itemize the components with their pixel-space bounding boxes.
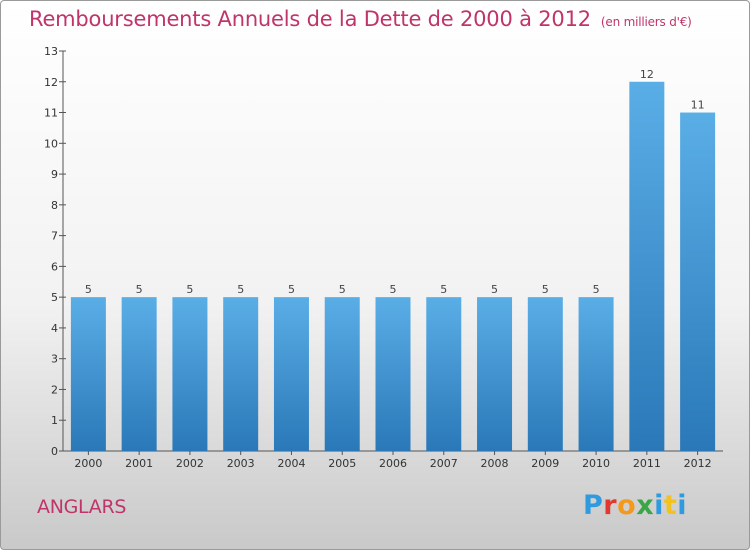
y-tick-label: 5 xyxy=(51,291,58,304)
x-tick-label: 2012 xyxy=(684,457,712,470)
y-tick-label: 0 xyxy=(51,445,58,458)
data-label: 5 xyxy=(136,283,143,296)
bar-2008 xyxy=(477,297,513,451)
chart-title: Remboursements Annuels de la Dette de 20… xyxy=(29,7,692,31)
bar-2010 xyxy=(578,297,614,451)
x-tick-label: 2009 xyxy=(531,457,559,470)
bar-2003 xyxy=(223,297,259,451)
bar-2001 xyxy=(121,297,157,451)
data-label: 5 xyxy=(390,283,397,296)
bar-2006 xyxy=(375,297,411,451)
bar-2004 xyxy=(273,297,309,451)
bar-2005 xyxy=(324,297,360,451)
y-tick-label: 10 xyxy=(44,137,58,150)
chart-title-text: Remboursements Annuels de la Dette de 20… xyxy=(29,7,591,31)
x-tick-label: 2007 xyxy=(430,457,458,470)
data-label: 5 xyxy=(440,283,447,296)
y-tick-label: 12 xyxy=(44,76,58,89)
bar-2007 xyxy=(426,297,462,451)
data-label: 12 xyxy=(640,68,654,81)
bar-2012 xyxy=(680,112,716,452)
x-tick-label: 2000 xyxy=(74,457,102,470)
commune-name: ANGLARS xyxy=(37,496,127,518)
data-label: 5 xyxy=(186,283,193,296)
bar-2009 xyxy=(527,297,563,451)
chart-subtitle: (en milliers d'€) xyxy=(600,15,692,29)
proxiti-logo: Proxiti xyxy=(583,490,687,521)
data-label: 5 xyxy=(237,283,244,296)
logo-letter: P xyxy=(583,490,604,521)
y-tick-label: 2 xyxy=(51,383,58,396)
logo-letter: i xyxy=(654,490,664,521)
data-label: 11 xyxy=(691,99,705,112)
y-tick-label: 13 xyxy=(44,45,58,58)
x-tick-label: 2002 xyxy=(176,457,204,470)
data-label: 5 xyxy=(491,283,498,296)
logo-letter: x xyxy=(636,490,655,521)
x-tick-label: 2010 xyxy=(582,457,610,470)
logo-letter: o xyxy=(617,490,637,521)
data-label: 5 xyxy=(593,283,600,296)
bar-2000 xyxy=(70,297,106,451)
logo-letter: r xyxy=(603,490,618,521)
x-tick-label: 2011 xyxy=(633,457,661,470)
y-tick-label: 6 xyxy=(51,260,58,273)
x-tick-label: 2001 xyxy=(125,457,153,470)
y-tick-label: 9 xyxy=(51,168,58,181)
x-tick-label: 2006 xyxy=(379,457,407,470)
data-label: 5 xyxy=(542,283,549,296)
y-tick-label: 11 xyxy=(44,107,58,120)
bar-2011 xyxy=(629,81,665,452)
data-label: 5 xyxy=(339,283,346,296)
bar-2002 xyxy=(172,297,208,451)
x-tick-label: 2008 xyxy=(481,457,509,470)
x-tick-label: 2004 xyxy=(277,457,305,470)
x-tick-label: 2003 xyxy=(227,457,255,470)
y-tick-label: 7 xyxy=(51,230,58,243)
y-tick-label: 4 xyxy=(51,322,58,335)
data-label: 5 xyxy=(288,283,295,296)
logo-letter: t xyxy=(663,490,678,521)
data-label: 5 xyxy=(85,283,92,296)
y-tick-label: 8 xyxy=(51,199,58,212)
y-tick-label: 1 xyxy=(51,414,58,427)
logo-letter: i xyxy=(677,490,688,521)
y-tick-label: 3 xyxy=(51,353,58,366)
x-tick-label: 2005 xyxy=(328,457,356,470)
